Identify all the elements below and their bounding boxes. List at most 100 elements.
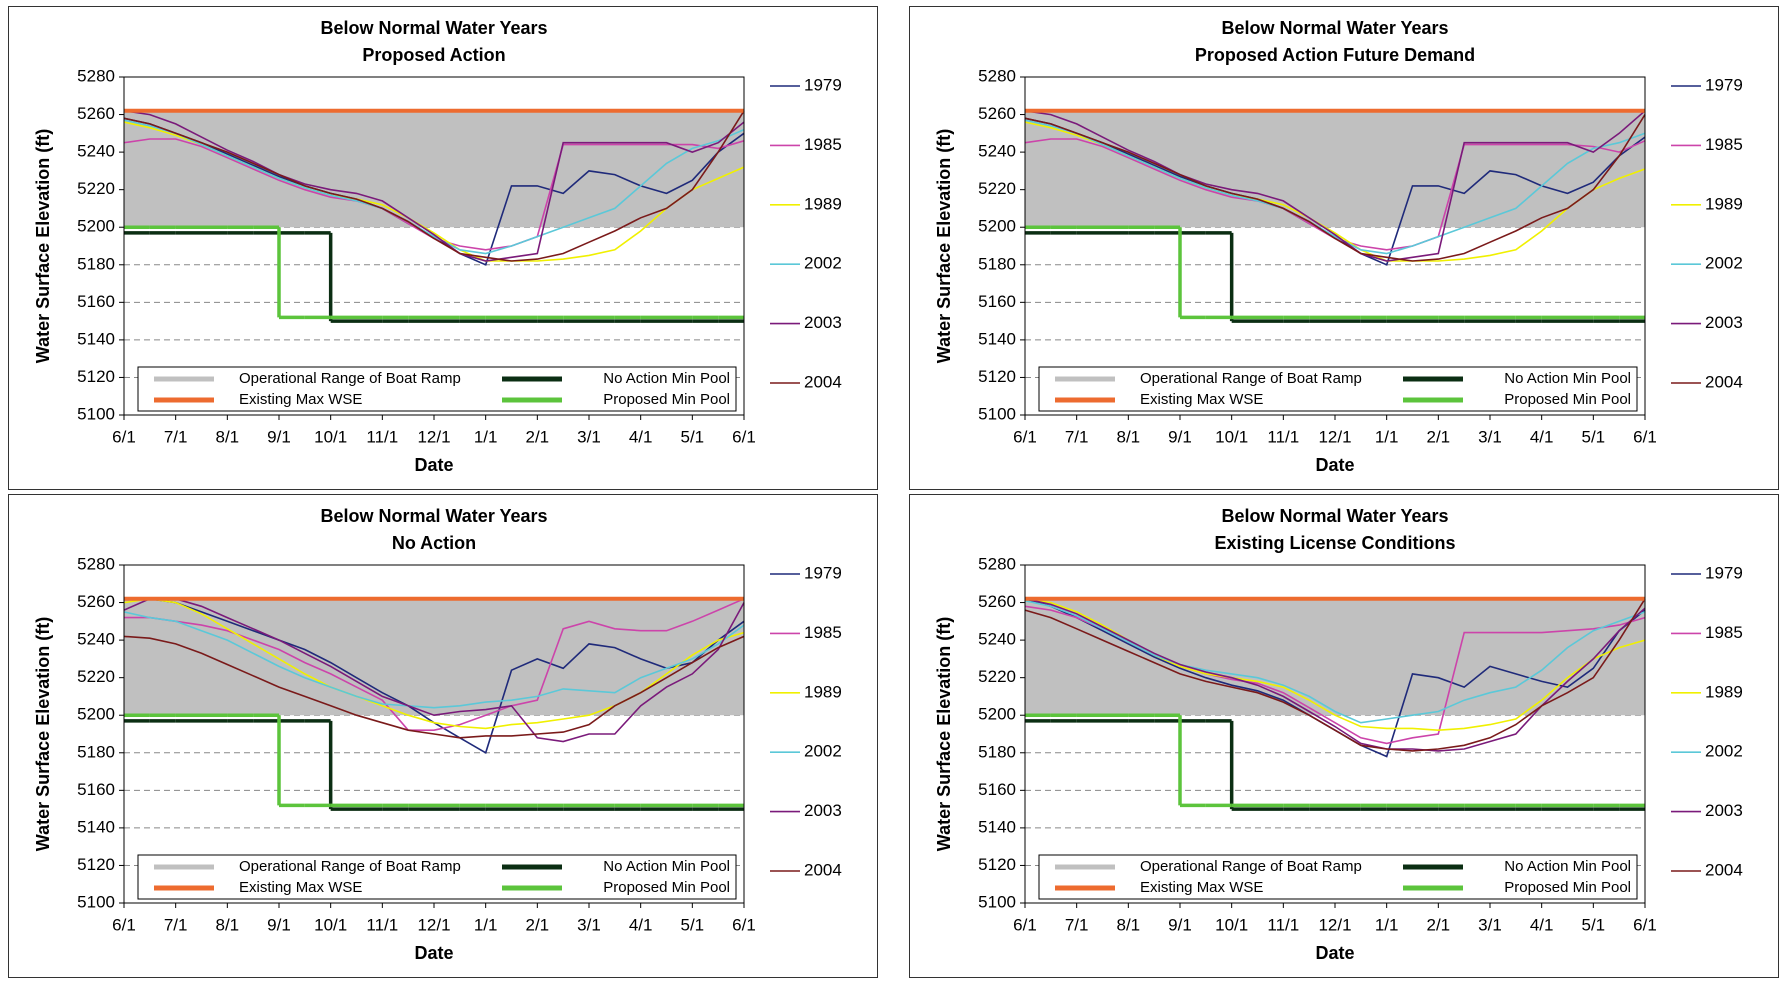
legend-label: 1985	[1705, 623, 1743, 642]
y-tick-label: 5240	[978, 630, 1016, 649]
x-tick-label: 1/1	[1375, 915, 1399, 934]
legend-label: 1989	[804, 682, 842, 701]
x-tick-label: 6/1	[1633, 427, 1657, 446]
plot-border	[123, 76, 745, 416]
legend-label: 1985	[804, 623, 842, 642]
legend-label: Existing Max WSE	[1140, 879, 1263, 896]
y-tick-label: 5140	[77, 817, 115, 836]
x-tick-label: 8/1	[216, 915, 240, 934]
y-tick-label: 5260	[77, 104, 115, 123]
x-tick-label: 10/1	[1215, 915, 1248, 934]
x-tick-label: 4/1	[1530, 915, 1554, 934]
y-tick-label: 5180	[978, 254, 1016, 273]
x-tick-label: 6/1	[1633, 915, 1657, 934]
legend-label: No Action Min Pool	[1504, 858, 1631, 875]
y-tick-label: 5220	[77, 179, 115, 198]
y-tick-label: 5160	[978, 292, 1016, 311]
y-tick-label: 5140	[978, 817, 1016, 836]
legend-label: 2002	[804, 254, 842, 273]
x-tick-label: 8/1	[216, 427, 240, 446]
year-line	[1024, 599, 1646, 724]
y-tick-label: 5160	[77, 780, 115, 799]
x-tick-label: 7/1	[1065, 915, 1089, 934]
x-tick-label: 1/1	[474, 427, 498, 446]
x-tick-label: 7/1	[1065, 427, 1089, 446]
x-tick-label: 6/1	[112, 427, 136, 446]
legend-label: 1979	[804, 563, 842, 582]
legend-label: 2004	[804, 860, 842, 879]
x-tick-label: 2/1	[526, 915, 550, 934]
operational-band	[1025, 110, 1645, 228]
legend-label: 2003	[1705, 801, 1743, 820]
year-line	[1024, 110, 1646, 262]
x-tick-label: 9/1	[1168, 915, 1192, 934]
y-axis-title: Water Surface Elevation (ft)	[33, 617, 53, 851]
x-tick-label: 4/1	[629, 427, 653, 446]
x-tick-label: 3/1	[1478, 427, 1502, 446]
x-tick-label: 8/1	[1117, 427, 1141, 446]
plot-border	[1024, 76, 1646, 416]
x-tick-label: 7/1	[164, 915, 188, 934]
x-tick-label: 12/1	[417, 427, 450, 446]
chart-subtitle: No Action	[392, 533, 476, 553]
y-tick-label: 5240	[978, 142, 1016, 161]
legend-label: No Action Min Pool	[1504, 370, 1631, 387]
x-tick-label: 10/1	[314, 915, 347, 934]
y-tick-label: 5200	[77, 705, 115, 724]
y-tick-label: 5100	[77, 892, 115, 911]
x-tick-label: 5/1	[681, 427, 705, 446]
legend-label: Existing Max WSE	[239, 879, 362, 896]
chart-title: Below Normal Water Years	[320, 18, 547, 38]
x-tick-label: 8/1	[1117, 915, 1141, 934]
legend-label: Existing Max WSE	[1140, 391, 1263, 408]
legend-label: 2003	[804, 313, 842, 332]
y-tick-label: 5100	[978, 892, 1016, 911]
chart: Below Normal Water Years Proposed Action D…	[8, 6, 878, 490]
y-axis-title: Water Surface Elevation (ft)	[934, 129, 954, 363]
y-tick-label: 5200	[978, 217, 1016, 236]
y-tick-label: 5200	[77, 217, 115, 236]
x-tick-label: 2/1	[1427, 427, 1451, 446]
year-line	[123, 119, 745, 255]
y-tick-label: 5260	[77, 592, 115, 611]
legend-label: 2004	[1705, 372, 1743, 391]
y-tick-label: 5220	[978, 179, 1016, 198]
y-tick-label: 5260	[978, 592, 1016, 611]
legend-label: 1985	[804, 135, 842, 154]
chart-subtitle: Proposed Action	[362, 45, 505, 65]
y-tick-label: 5160	[978, 780, 1016, 799]
y-tick-label: 5140	[77, 329, 115, 348]
legend-label: Proposed Min Pool	[603, 391, 730, 408]
y-tick-label: 5280	[978, 554, 1016, 573]
x-tick-label: 1/1	[474, 915, 498, 934]
year-line	[123, 635, 745, 739]
y-tick-label: 5220	[978, 667, 1016, 686]
x-tick-label: 6/1	[732, 427, 756, 446]
x-tick-label: 9/1	[1168, 427, 1192, 446]
panel: Below Normal Water Years No Action Date Wat…	[8, 494, 878, 978]
y-tick-label: 5180	[978, 742, 1016, 761]
y-tick-label: 5180	[77, 742, 115, 761]
plot-border	[1024, 564, 1646, 904]
legend-label: Operational Range of Boat Ramp	[1140, 370, 1362, 387]
x-tick-label: 4/1	[629, 915, 653, 934]
legend-label: Proposed Min Pool	[603, 879, 730, 896]
x-tick-label: 12/1	[417, 915, 450, 934]
legend-label: No Action Min Pool	[603, 370, 730, 387]
x-tick-label: 5/1	[1582, 427, 1606, 446]
x-tick-label: 10/1	[1215, 427, 1248, 446]
x-tick-label: 11/1	[366, 427, 398, 446]
chart-title: Below Normal Water Years	[1221, 18, 1448, 38]
x-tick-label: 6/1	[732, 915, 756, 934]
chart: Below Normal Water Years No Action Date Wat…	[8, 494, 878, 978]
x-tick-label: 12/1	[1318, 427, 1351, 446]
x-tick-label: 11/1	[1267, 427, 1299, 446]
legend-label: 2003	[1705, 313, 1743, 332]
panel: Below Normal Water Years Proposed Action D…	[8, 6, 878, 490]
x-tick-label: 1/1	[1375, 427, 1399, 446]
legend-label: Existing Max WSE	[239, 391, 362, 408]
y-tick-label: 5120	[978, 855, 1016, 874]
year-line	[123, 110, 745, 262]
x-tick-label: 3/1	[577, 915, 601, 934]
y-tick-label: 5120	[77, 855, 115, 874]
